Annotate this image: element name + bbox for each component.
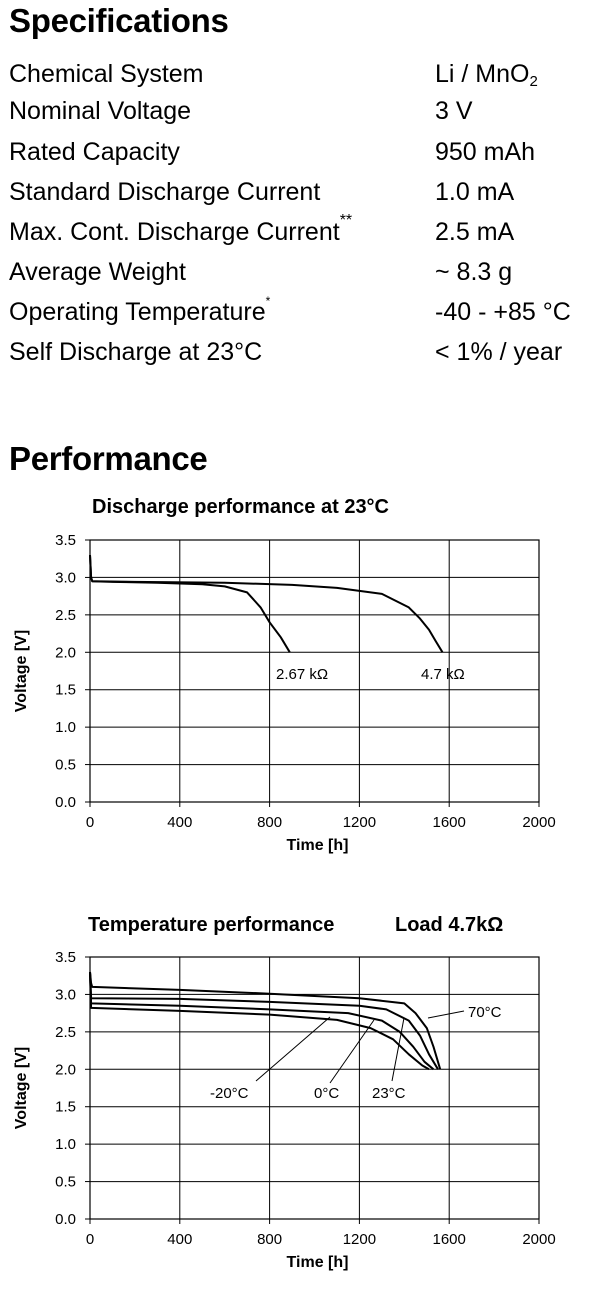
series-label-leader [329,1019,375,1084]
y-tick-label: 0.0 [55,794,76,811]
y-axis-label: Voltage [V] [13,630,30,712]
spec-value-subscript: 2 [529,73,538,90]
x-tick-label: 400 [167,1231,192,1248]
spec-value: 3 V [435,97,473,125]
y-tick-label: 2.0 [55,644,76,661]
spec-value: 2.5 mA [435,218,515,246]
x-tick-label: 1600 [433,1231,466,1248]
discharge-performance-chart: Discharge performance at 23°C 0 400 800 1200… [13,496,556,854]
chart-title: Discharge performance at 23°C [92,496,389,518]
spec-value: 950 mAh [435,138,536,166]
x-tick-label: 1600 [433,814,466,831]
series-label: 23°C [372,1085,406,1102]
spec-row-nominal-voltage: Nominal Voltage 3 V [9,97,589,137]
series-label: 2.67 kΩ [276,666,328,683]
x-tick-label: 1200 [343,1231,376,1248]
spec-row-average-weight: Average Weight ~ 8.3 g [9,258,589,298]
y-tick-label: 0.5 [55,757,76,774]
spec-value: < 1% / year [435,338,563,366]
spec-label: Max. Cont. Discharge Current** [9,212,352,247]
spec-label: Rated Capacity [9,138,180,166]
y-tick-label: 2.5 [55,1024,76,1041]
spec-value: -40 - +85 °C [435,298,571,326]
series-line [89,554,444,653]
y-tick-label: 2.5 [55,607,76,624]
spec-row-self-discharge: Self Discharge at 23°C < 1% / year [9,338,589,378]
spec-label: Chemical System [9,60,204,88]
x-axis-label: Time [h] [287,1254,349,1271]
y-tick-label: 3.5 [55,949,76,966]
spec-label: Standard Discharge Current [9,178,321,206]
x-axis-label: Time [h] [287,837,349,854]
chart-subtitle: Load 4.7kΩ [395,914,503,936]
y-tick-label: 3.0 [55,569,76,586]
spec-value: ~ 8.3 g [435,258,513,286]
spec-row-standard-discharge-current: Standard Discharge Current 1.0 mA [9,178,589,218]
series-label: -20°C [210,1085,249,1102]
spec-value: Li / MnO2 [435,60,538,90]
series-label: 70°C [468,1004,502,1021]
performance-heading: Performance [9,440,208,477]
spec-row-rated-capacity: Rated Capacity 950 mAh [9,138,589,178]
series-line [89,971,435,1071]
y-tick-label: 0.5 [55,1174,76,1191]
specifications-heading: Specifications [9,2,229,39]
x-tick-label: 400 [167,814,192,831]
spec-row-max-cont-discharge-current: Max. Cont. Discharge Current** 2.5 mA [9,212,589,258]
series-line [89,554,291,653]
series-label: 4.7 kΩ [421,666,465,683]
y-tick-label: 3.5 [55,532,76,549]
y-tick-label: 2.0 [55,1061,76,1078]
spec-label: Average Weight [9,258,186,286]
spec-row-operating-temperature: Operating Temperature* -40 - +85 °C [9,294,589,338]
x-tick-label: 1200 [343,814,376,831]
series-line [89,971,439,1070]
spec-label: Nominal Voltage [9,97,192,125]
chart-title: Temperature performance [88,914,334,936]
x-tick-label: 800 [257,814,282,831]
plot-frame [89,539,540,803]
series-label-leader [427,1010,465,1019]
y-tick-label: 1.5 [55,682,76,699]
footnote-marker: * [265,294,271,308]
y-axis-label: Voltage [V] [13,1047,30,1129]
x-tick-label: 2000 [522,1231,555,1248]
footnote-marker: ** [339,212,353,229]
series-label: 0°C [314,1085,339,1102]
y-tick-label: 1.0 [55,1136,76,1153]
x-tick-label: 0 [86,1231,94,1248]
plot-frame [89,956,540,1220]
series-label-leader [391,1017,405,1082]
y-tick-label: 1.5 [55,1099,76,1116]
spec-value: 1.0 mA [435,178,515,206]
y-tick-label: 3.0 [55,986,76,1003]
spec-label-text: Operating Temperature [9,298,266,326]
y-tick-label: 1.0 [55,719,76,736]
x-tick-label: 800 [257,1231,282,1248]
temperature-performance-chart: Temperature performance Load 4.7kΩ 0 400 800… [13,914,556,1271]
series-line [89,971,430,1071]
y-tick-label: 0.0 [55,1211,76,1228]
x-tick-label: 2000 [522,814,555,831]
spec-value-text: Li / MnO [435,60,530,88]
spec-label: Operating Temperature* [9,294,270,327]
spec-label: Self Discharge at 23°C [9,338,263,366]
series-line [89,971,442,1070]
spec-row-chemical-system: Chemical System Li / MnO2 [9,60,589,100]
spec-label-text: Max. Cont. Discharge Current [9,218,340,246]
x-tick-label: 0 [86,814,94,831]
series-label-leader [255,1016,331,1082]
